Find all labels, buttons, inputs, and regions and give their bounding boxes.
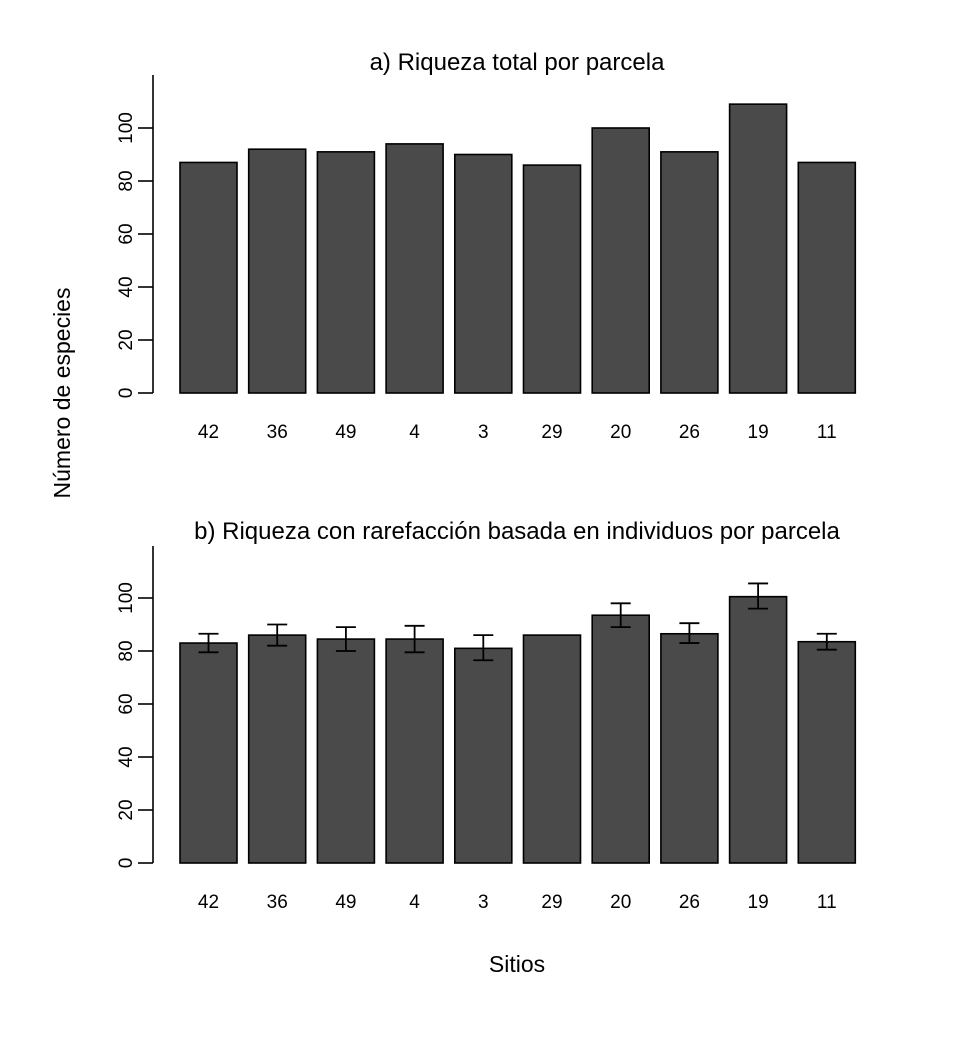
bar-11 xyxy=(797,640,857,864)
y-tick-label: 20 xyxy=(116,329,137,350)
panel-b-y-ticks: 0 20 40 60 80 100 xyxy=(116,582,153,868)
bar-42 xyxy=(179,642,238,864)
x-tick-label: 26 xyxy=(679,422,700,443)
x-tick-label: 42 xyxy=(198,892,219,913)
y-tick-label: 40 xyxy=(116,746,137,767)
x-tick-label: 11 xyxy=(817,892,837,913)
error-bar-11 xyxy=(816,632,837,651)
x-tick-label: 42 xyxy=(198,422,219,443)
bar-19 xyxy=(728,595,788,864)
panel-a-title: a) Riqueza total por parcela xyxy=(370,49,665,76)
bar-49 xyxy=(316,151,376,394)
bar-42 xyxy=(179,161,238,394)
x-axis-label: Sitios xyxy=(489,951,545,977)
panel-b-title: b) Riqueza con rarefacción basada en ind… xyxy=(194,518,840,545)
bar-4 xyxy=(385,143,444,394)
y-tick-label: 60 xyxy=(116,223,137,244)
error-bar-4 xyxy=(404,624,425,654)
bar-26 xyxy=(660,632,719,864)
error-bar-26 xyxy=(679,622,700,644)
bar-19 xyxy=(728,103,788,394)
y-tick-label: 0 xyxy=(116,858,137,869)
x-tick-label: 49 xyxy=(335,892,356,913)
bar-49 xyxy=(316,638,376,864)
bar-3 xyxy=(453,647,513,864)
bar-26 xyxy=(660,151,719,394)
x-tick-label: 29 xyxy=(541,892,562,913)
x-tick-label: 19 xyxy=(748,422,769,443)
error-bar-20 xyxy=(610,602,631,629)
y-tick-label: 100 xyxy=(116,112,137,144)
bar-20 xyxy=(591,127,651,394)
x-tick-label: 49 xyxy=(335,422,356,443)
panel-b-x-ticks: 42 36 49 4 3 29 20 26 19 11 xyxy=(198,892,837,913)
x-tick-label: 36 xyxy=(267,892,288,913)
y-tick-label: 100 xyxy=(116,582,137,614)
error-bar-36 xyxy=(267,623,288,647)
bar-36 xyxy=(247,148,307,394)
bar-20 xyxy=(591,614,651,864)
x-tick-label: 4 xyxy=(409,422,420,443)
y-tick-label: 20 xyxy=(116,799,137,820)
panel-b: b) Riqueza con rarefacción basada en ind… xyxy=(116,518,857,913)
y-tick-label: 60 xyxy=(116,693,137,714)
x-tick-label: 29 xyxy=(541,422,562,443)
bar-3 xyxy=(453,153,513,394)
panel-a: a) Riqueza total por parcela 0 20 40 60 80 10… xyxy=(116,49,857,443)
x-tick-label: 36 xyxy=(267,422,288,443)
y-tick-label: 0 xyxy=(116,388,137,399)
panel-a-x-ticks: 42 36 49 4 3 29 20 26 19 11 xyxy=(198,422,837,443)
error-bar-19 xyxy=(748,582,769,610)
panel-b-bars xyxy=(179,595,857,864)
panel-b-error-bars xyxy=(198,582,837,662)
panel-a-y-ticks: 0 20 40 60 80 100 xyxy=(116,112,153,398)
x-tick-label: 11 xyxy=(817,422,837,443)
bar-29 xyxy=(522,634,582,864)
x-tick-label: 3 xyxy=(478,422,489,443)
bar-29 xyxy=(522,164,582,394)
bar-4 xyxy=(385,638,444,864)
y-axis-label: Número de especies xyxy=(49,288,75,499)
bar-36 xyxy=(247,634,307,864)
error-bar-49 xyxy=(335,626,356,652)
x-tick-label: 20 xyxy=(610,892,631,913)
error-bar-42 xyxy=(198,632,219,654)
error-bar-3 xyxy=(473,634,494,662)
x-tick-label: 3 xyxy=(478,892,489,913)
x-tick-label: 20 xyxy=(610,422,631,443)
y-tick-label: 80 xyxy=(116,170,137,191)
y-tick-label: 80 xyxy=(116,640,137,661)
panel-a-bars xyxy=(179,103,857,394)
x-tick-label: 4 xyxy=(409,892,420,913)
y-tick-label: 40 xyxy=(116,276,137,297)
x-tick-label: 19 xyxy=(748,892,769,913)
x-tick-label: 26 xyxy=(679,892,700,913)
bar-11 xyxy=(797,161,857,394)
